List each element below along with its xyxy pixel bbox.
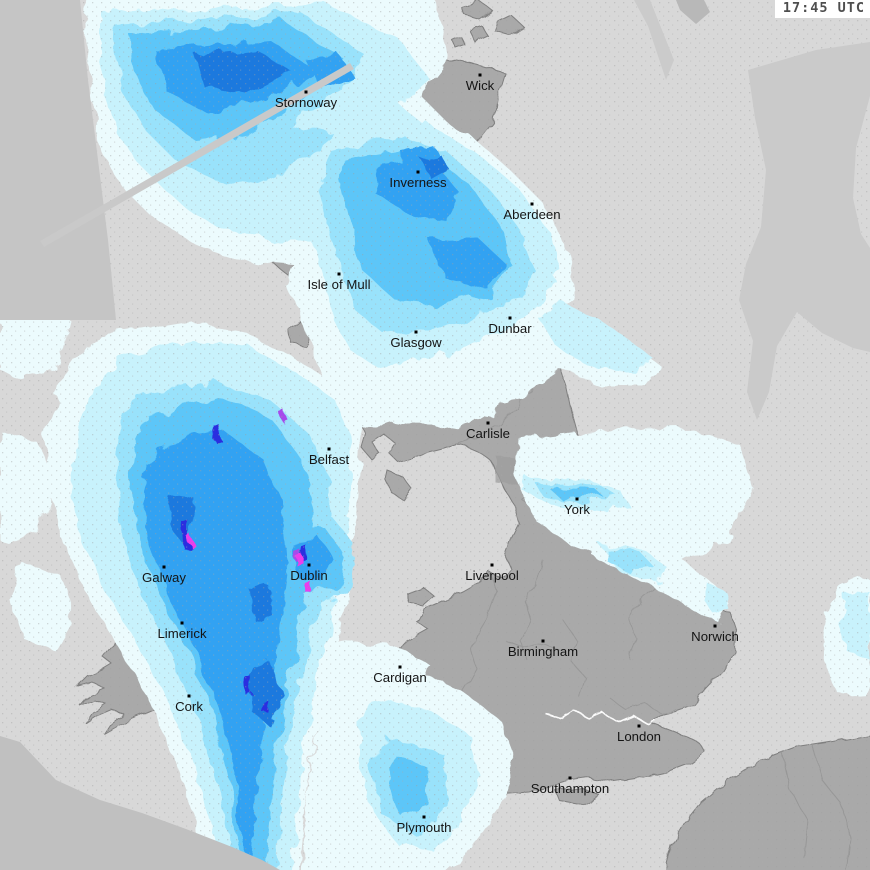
city-marker-cork: Cork: [175, 694, 203, 714]
city-marker-galway: Galway: [142, 565, 186, 585]
city-label-plymouth: Plymouth: [397, 820, 452, 835]
city-marker-norwich: Norwich: [691, 624, 739, 644]
timestamp-text: 17:45 UTC: [782, 0, 865, 16]
city-label-london: London: [617, 729, 661, 744]
city-dot-dublin: [307, 563, 311, 567]
coverage-sliver-top: [634, 0, 674, 80]
city-marker-carlisle: Carlisle: [466, 421, 510, 441]
city-dot-birmingham: [541, 639, 545, 643]
city-marker-inverness: Inverness: [389, 170, 447, 190]
city-marker-york: York: [564, 497, 590, 517]
city-dot-stornoway: [304, 90, 308, 94]
city-marker-cardigan: Cardigan: [373, 665, 427, 685]
coverage-gap-stripe: [40, 63, 354, 247]
city-label-glasgow: Glasgow: [390, 335, 442, 350]
coverage-wedge-right: [739, 42, 870, 420]
city-label-carlisle: Carlisle: [466, 426, 510, 441]
city-dot-plymouth: [422, 815, 426, 819]
city-marker-wick: Wick: [466, 73, 495, 93]
city-dot-cork: [187, 694, 191, 698]
city-dot-aberdeen: [530, 202, 534, 206]
city-label-inverness: Inverness: [389, 175, 447, 190]
city-label-limerick: Limerick: [157, 626, 206, 641]
city-dot-glasgow: [414, 330, 418, 334]
city-label-dunbar: Dunbar: [488, 321, 532, 336]
coverage-edge-left: [0, 0, 116, 320]
city-label-norwich: Norwich: [691, 629, 739, 644]
city-dot-york: [575, 497, 579, 501]
city-marker-belfast: Belfast: [309, 447, 350, 467]
city-dot-limerick: [180, 621, 184, 625]
city-label-isle-of-mull: Isle of Mull: [307, 277, 370, 292]
city-dot-liverpool: [490, 563, 494, 567]
city-label-cardigan: Cardigan: [373, 670, 427, 685]
city-marker-southampton: Southampton: [531, 776, 609, 796]
city-marker-birmingham: Birmingham: [508, 639, 578, 659]
city-label-southampton: Southampton: [531, 781, 609, 796]
city-marker-isle-of-mull: Isle of Mull: [307, 272, 371, 292]
coverage-tongue-top: [676, 0, 710, 24]
city-dot-belfast: [327, 447, 331, 451]
coverage-edge-bottom-left: [0, 736, 280, 870]
city-dot-norwich: [713, 624, 717, 628]
city-label-belfast: Belfast: [309, 452, 350, 467]
city-label-galway: Galway: [142, 570, 186, 585]
city-dot-galway: [162, 565, 166, 569]
city-marker-london: London: [617, 724, 661, 744]
city-dot-southampton: [568, 776, 572, 780]
city-dot-wick: [478, 73, 482, 77]
city-dot-isle-of-mull: [337, 272, 341, 276]
city-marker-dunbar: Dunbar: [488, 316, 532, 336]
city-label-wick: Wick: [466, 78, 495, 93]
city-marker-liverpool: Liverpool: [465, 563, 519, 583]
timestamp-badge: 17:45 UTC: [774, 0, 870, 18]
city-dot-london: [637, 724, 641, 728]
city-dot-inverness: [416, 170, 420, 174]
city-label-birmingham: Birmingham: [508, 644, 578, 659]
city-marker-limerick: Limerick: [157, 621, 207, 641]
city-label-stornoway: Stornoway: [275, 95, 338, 110]
city-label-dublin: Dublin: [290, 568, 327, 583]
city-dot-cardigan: [398, 665, 402, 669]
city-dot-dunbar: [508, 316, 512, 320]
city-label-aberdeen: Aberdeen: [503, 207, 560, 222]
city-label-liverpool: Liverpool: [465, 568, 519, 583]
city-label-cork: Cork: [175, 699, 203, 714]
city-marker-glasgow: Glasgow: [390, 330, 442, 350]
city-marker-dublin: Dublin: [290, 563, 328, 583]
city-labels-layer: Stornoway Wick Inverness Aberdeen Isle of Mu…: [142, 73, 739, 835]
city-label-york: York: [564, 502, 590, 517]
city-dot-carlisle: [486, 421, 490, 425]
city-marker-aberdeen: Aberdeen: [503, 202, 561, 222]
city-marker-stornoway: Stornoway: [275, 90, 338, 110]
city-marker-plymouth: Plymouth: [397, 815, 452, 835]
